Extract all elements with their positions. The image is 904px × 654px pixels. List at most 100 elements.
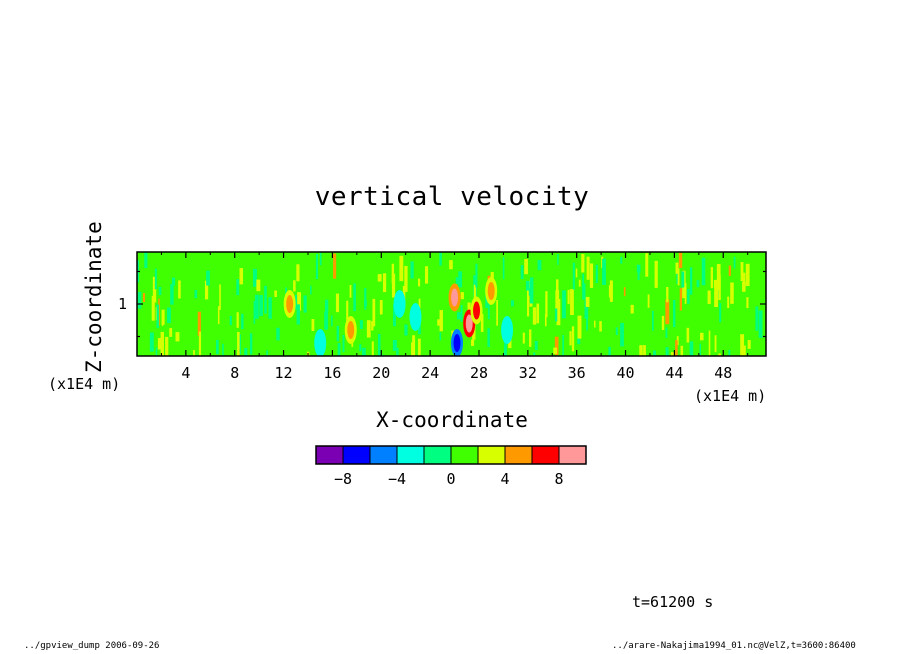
field-cell — [740, 262, 744, 282]
field-cell — [216, 339, 219, 355]
field-cell — [666, 286, 669, 303]
field-cell — [457, 312, 461, 320]
field-cell — [673, 300, 676, 328]
field-cell — [557, 254, 559, 265]
field-cell — [696, 280, 700, 288]
field-cell — [620, 322, 624, 347]
colorbar-swatch — [342, 445, 371, 465]
field-cell — [297, 292, 301, 311]
field-cell — [410, 261, 414, 279]
field-cell — [244, 347, 248, 356]
field-cell — [437, 319, 440, 326]
field-feature — [473, 301, 481, 320]
field-cell — [681, 271, 685, 288]
field-cell — [404, 324, 408, 336]
field-cell — [193, 349, 195, 356]
field-cell — [238, 334, 241, 355]
field-cell — [471, 339, 475, 347]
field-feature — [451, 288, 459, 307]
field-cell — [567, 289, 570, 305]
field-cell — [249, 333, 253, 355]
field-cell — [599, 321, 602, 332]
field-cell — [480, 313, 484, 333]
field-cell — [268, 297, 272, 319]
field-cell — [743, 345, 746, 356]
colorbar-tick-label: 0 — [446, 470, 455, 488]
field-cell — [359, 344, 362, 352]
field-cell — [572, 262, 575, 290]
x-axis: 4 8 12 16 20 24 28 32 36 40 44 48 — [160, 252, 749, 382]
field-cell — [311, 319, 315, 331]
field-feature — [347, 321, 355, 339]
field-cell — [158, 286, 162, 296]
field-cell — [665, 347, 669, 356]
field-cell — [353, 283, 356, 312]
field-cell — [294, 294, 298, 310]
field-cell — [553, 347, 558, 355]
field-cell — [412, 335, 416, 356]
field-cell — [460, 292, 464, 300]
field-cell — [581, 253, 585, 273]
field-cell — [680, 345, 684, 356]
field-cell — [652, 310, 654, 331]
field-cell — [264, 285, 267, 314]
field-cell — [686, 327, 690, 343]
field-cell — [520, 265, 524, 280]
field-cell — [755, 306, 759, 331]
field-cell — [554, 308, 558, 322]
field-cell — [485, 291, 488, 308]
field-cell — [236, 279, 240, 296]
colorbar-swatch — [477, 445, 506, 465]
field-cell — [391, 263, 395, 284]
field-cell — [544, 313, 547, 327]
field-cell — [217, 306, 220, 325]
field-cell — [526, 290, 530, 317]
field-cell — [742, 272, 746, 287]
field-cell — [377, 333, 381, 356]
colorbar-swatch — [504, 445, 533, 465]
field-cell — [577, 337, 581, 345]
field-cell — [151, 295, 155, 321]
field-cell — [609, 280, 613, 302]
field-cell — [391, 273, 396, 298]
field-cell — [333, 253, 337, 279]
field-feature — [411, 308, 419, 326]
x-tick-label: 24 — [421, 364, 439, 382]
field-cell — [371, 341, 374, 356]
field-cell — [677, 268, 680, 286]
x-tick-label: 4 — [181, 364, 190, 382]
field-cell — [160, 331, 164, 356]
field-cell — [253, 300, 256, 324]
field-cell — [487, 328, 490, 348]
field-cell — [534, 340, 538, 351]
field-cell — [276, 327, 280, 341]
colorbar-tick-label: 8 — [554, 470, 563, 488]
x-tick-label: 36 — [568, 364, 586, 382]
field-cell — [337, 343, 341, 356]
x-tick-label: 48 — [714, 364, 732, 382]
x-tick-label: 44 — [665, 364, 683, 382]
field-cell — [293, 280, 296, 292]
colorbar-swatch — [423, 445, 452, 465]
field-cell — [342, 335, 345, 353]
field-cell — [630, 304, 634, 314]
field-cell — [139, 355, 142, 356]
field-cell — [303, 295, 307, 313]
field-cell — [315, 253, 319, 280]
field-cell — [324, 311, 329, 330]
field-cell — [582, 273, 585, 294]
colorbar-swatch — [369, 445, 398, 465]
field-cell — [439, 332, 442, 341]
field-cell — [382, 273, 387, 293]
field-cell — [156, 304, 159, 329]
field-cell — [586, 256, 590, 280]
field-cell — [417, 338, 421, 356]
field-cell — [646, 355, 649, 356]
x-axis-unit: (x1E4 m) — [694, 387, 767, 405]
field-cell — [665, 299, 670, 325]
field-cell — [728, 349, 731, 356]
field-cell — [137, 291, 142, 309]
field-cell — [528, 287, 533, 296]
colorbar-frame — [315, 445, 587, 465]
field-cell — [219, 284, 221, 310]
